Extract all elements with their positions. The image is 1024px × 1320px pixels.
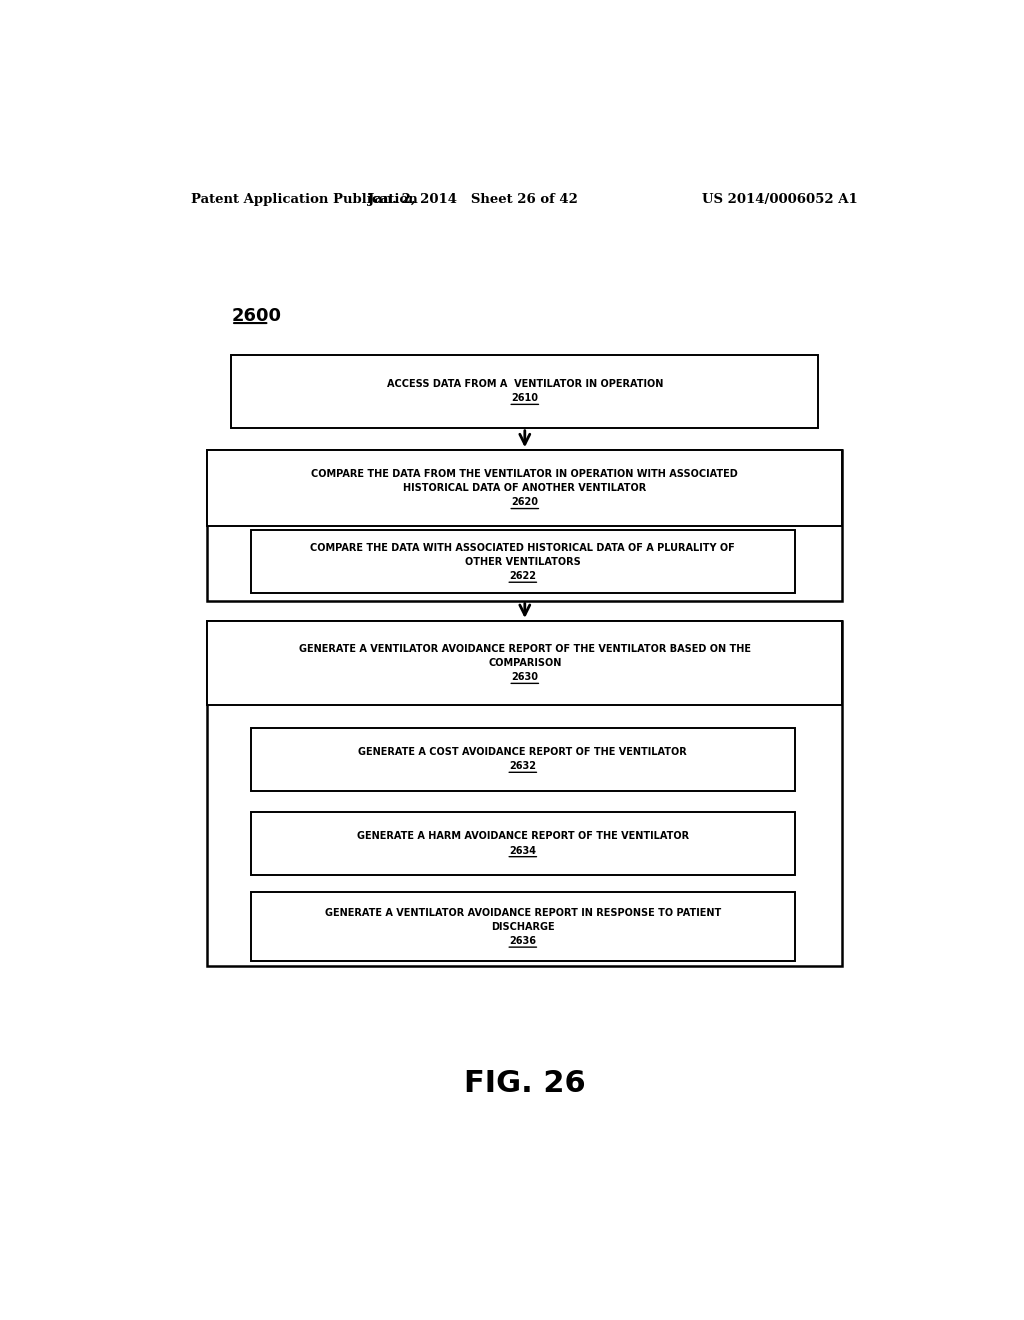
FancyBboxPatch shape xyxy=(251,727,795,791)
Text: GENERATE A COST AVOIDANCE REPORT OF THE VENTILATOR: GENERATE A COST AVOIDANCE REPORT OF THE … xyxy=(358,747,687,756)
Text: 2622: 2622 xyxy=(509,572,537,581)
FancyBboxPatch shape xyxy=(207,620,842,705)
Text: ACCESS DATA FROM A  VENTILATOR IN OPERATION: ACCESS DATA FROM A VENTILATOR IN OPERATI… xyxy=(387,379,663,389)
FancyBboxPatch shape xyxy=(231,355,818,428)
Text: 2600: 2600 xyxy=(231,308,282,325)
Text: US 2014/0006052 A1: US 2014/0006052 A1 xyxy=(702,193,858,206)
Text: HISTORICAL DATA OF ANOTHER VENTILATOR: HISTORICAL DATA OF ANOTHER VENTILATOR xyxy=(403,483,646,494)
Text: FIG. 26: FIG. 26 xyxy=(464,1069,586,1098)
FancyBboxPatch shape xyxy=(207,620,842,966)
Text: 2632: 2632 xyxy=(509,762,537,771)
Text: GENERATE A VENTILATOR AVOIDANCE REPORT IN RESPONSE TO PATIENT: GENERATE A VENTILATOR AVOIDANCE REPORT I… xyxy=(325,908,721,917)
Text: 2630: 2630 xyxy=(511,672,539,682)
FancyBboxPatch shape xyxy=(207,450,842,527)
FancyBboxPatch shape xyxy=(251,812,795,875)
Text: GENERATE A VENTILATOR AVOIDANCE REPORT OF THE VENTILATOR BASED ON THE: GENERATE A VENTILATOR AVOIDANCE REPORT O… xyxy=(299,644,751,653)
Text: COMPARE THE DATA FROM THE VENTILATOR IN OPERATION WITH ASSOCIATED: COMPARE THE DATA FROM THE VENTILATOR IN … xyxy=(311,469,738,479)
Text: COMPARISON: COMPARISON xyxy=(488,659,561,668)
Text: 2620: 2620 xyxy=(511,498,539,507)
Text: Jan. 2, 2014   Sheet 26 of 42: Jan. 2, 2014 Sheet 26 of 42 xyxy=(369,193,579,206)
Text: 2636: 2636 xyxy=(509,936,537,946)
Text: DISCHARGE: DISCHARGE xyxy=(490,921,555,932)
FancyBboxPatch shape xyxy=(207,450,842,601)
Text: COMPARE THE DATA WITH ASSOCIATED HISTORICAL DATA OF A PLURALITY OF: COMPARE THE DATA WITH ASSOCIATED HISTORI… xyxy=(310,543,735,553)
FancyBboxPatch shape xyxy=(251,892,795,961)
Text: OTHER VENTILATORS: OTHER VENTILATORS xyxy=(465,557,581,566)
FancyBboxPatch shape xyxy=(251,531,795,594)
Text: 2634: 2634 xyxy=(509,846,537,855)
Text: Patent Application Publication: Patent Application Publication xyxy=(191,193,418,206)
Text: 2610: 2610 xyxy=(511,393,539,404)
Text: GENERATE A HARM AVOIDANCE REPORT OF THE VENTILATOR: GENERATE A HARM AVOIDANCE REPORT OF THE … xyxy=(356,832,689,841)
